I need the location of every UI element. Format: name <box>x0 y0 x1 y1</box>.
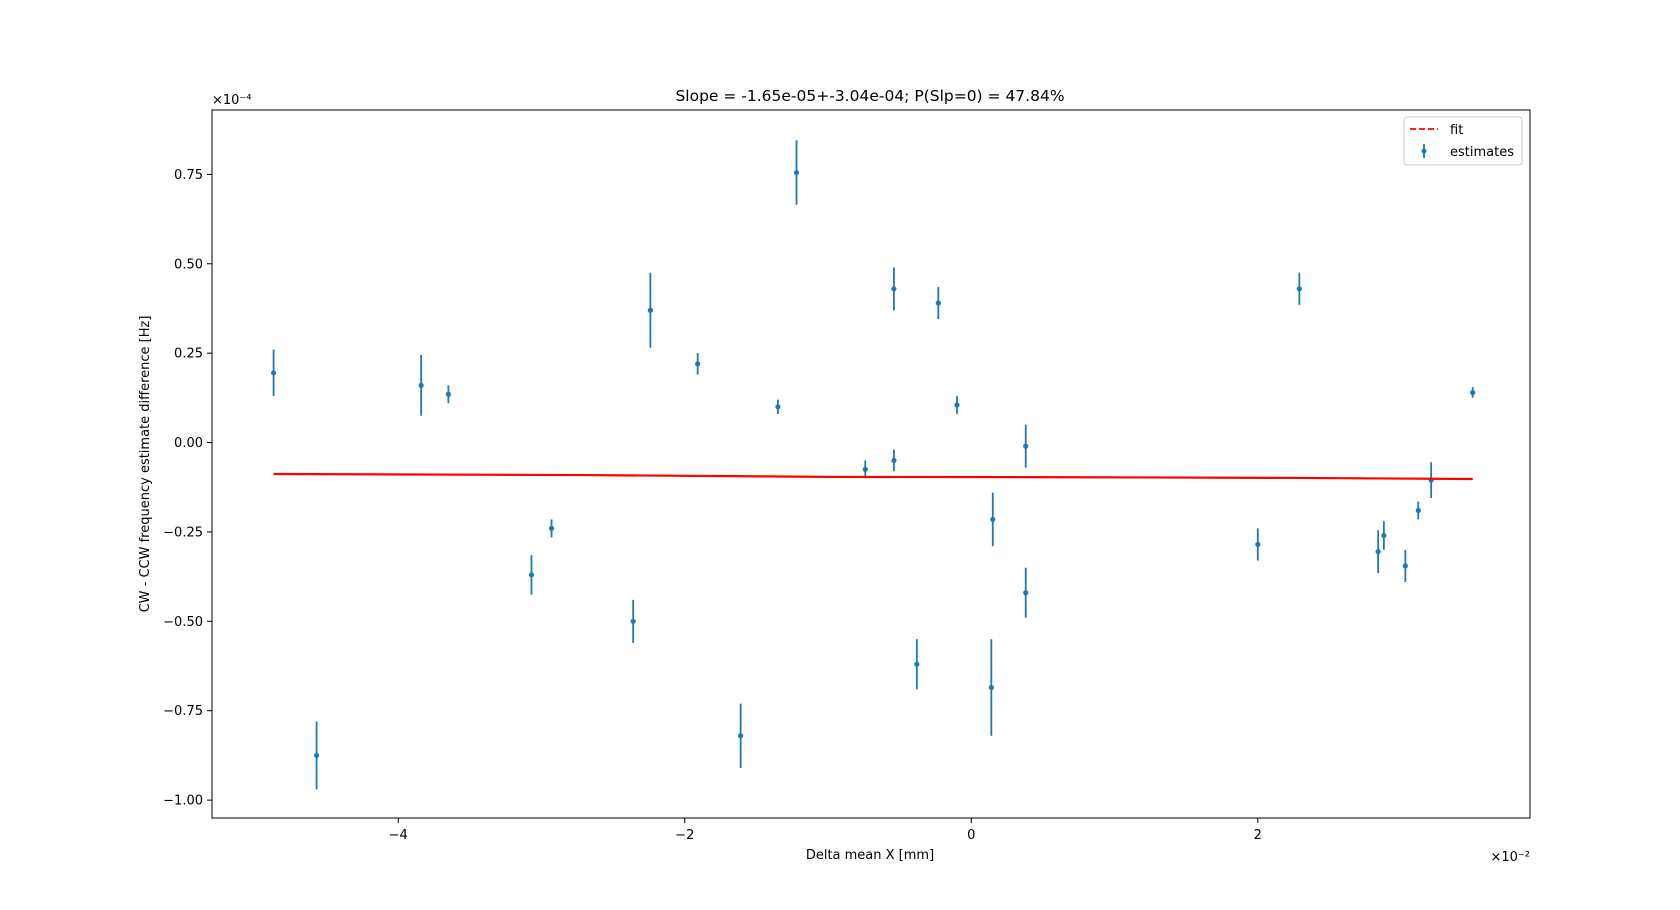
estimate-point <box>1023 443 1029 449</box>
legend-fit-label: fit <box>1450 123 1463 138</box>
estimate-point <box>647 307 653 313</box>
y-axis: −1.00 −0.75 −0.50 −0.25 0.00 0.25 0.50 0.75 <box>163 168 212 809</box>
estimate-point <box>630 618 636 624</box>
chart-title: Slope = -1.65e-05+-3.04e-04; P(Slp=0) = … <box>675 87 1064 105</box>
estimate-point <box>418 382 424 388</box>
estimate-point <box>1381 532 1387 539</box>
estimate-point <box>445 391 451 397</box>
x-tick-label: 2 <box>1254 828 1262 843</box>
estimate-point <box>862 466 868 472</box>
y-axis-multiplier: ×10⁻⁴ <box>212 93 252 108</box>
legend: fit estimates <box>1403 116 1523 166</box>
estimate-point <box>775 404 781 410</box>
legend-estimates-label: estimates <box>1450 145 1514 160</box>
estimate-point <box>1415 507 1421 514</box>
x-tick-label: −2 <box>675 828 694 843</box>
x-tick-label: −4 <box>389 828 408 843</box>
y-tick-label: 0.00 <box>174 436 203 451</box>
estimate-point <box>1375 549 1381 555</box>
y-tick-label: −0.75 <box>163 704 203 719</box>
estimate-point <box>1255 541 1261 548</box>
y-tick-label: 0.25 <box>174 347 203 362</box>
estimate-point <box>1470 389 1476 396</box>
estimate-point <box>793 169 800 176</box>
x-tick-label: 0 <box>967 828 975 843</box>
estimate-point <box>528 572 535 578</box>
axes-frame <box>211 109 1531 819</box>
estimate-point <box>954 402 960 408</box>
estimate-point <box>313 752 320 759</box>
y-tick-label: 0.75 <box>174 168 203 183</box>
estimate-point <box>1402 563 1408 569</box>
fit-line-dashed <box>273 473 1473 480</box>
estimate-point <box>738 733 744 739</box>
estimate-point <box>990 516 996 523</box>
y-tick-label: −1.00 <box>163 794 203 809</box>
estimate-point <box>695 361 701 367</box>
estimate-point <box>988 684 994 691</box>
x-axis-multiplier: ×10⁻² <box>1490 850 1530 865</box>
y-axis-label: CW - CCW frequency estimate difference [… <box>138 316 153 613</box>
plot-area <box>271 140 1476 790</box>
y-tick-label: 0.50 <box>174 257 203 272</box>
estimate-point <box>891 286 897 292</box>
estimate-point <box>914 661 920 667</box>
estimate-point <box>548 525 555 531</box>
estimate-point <box>271 370 277 376</box>
estimate-point <box>891 457 897 464</box>
estimate-point <box>1023 590 1029 596</box>
estimate-point <box>1296 286 1302 292</box>
legend-estimates-marker <box>1421 148 1427 154</box>
x-axis-label: Delta mean X [mm] <box>806 848 934 863</box>
x-axis: −4 −2 0 2 <box>389 818 1262 843</box>
estimate-point <box>935 300 941 306</box>
y-tick-label: −0.50 <box>163 615 203 630</box>
y-tick-label: −0.25 <box>163 525 203 540</box>
